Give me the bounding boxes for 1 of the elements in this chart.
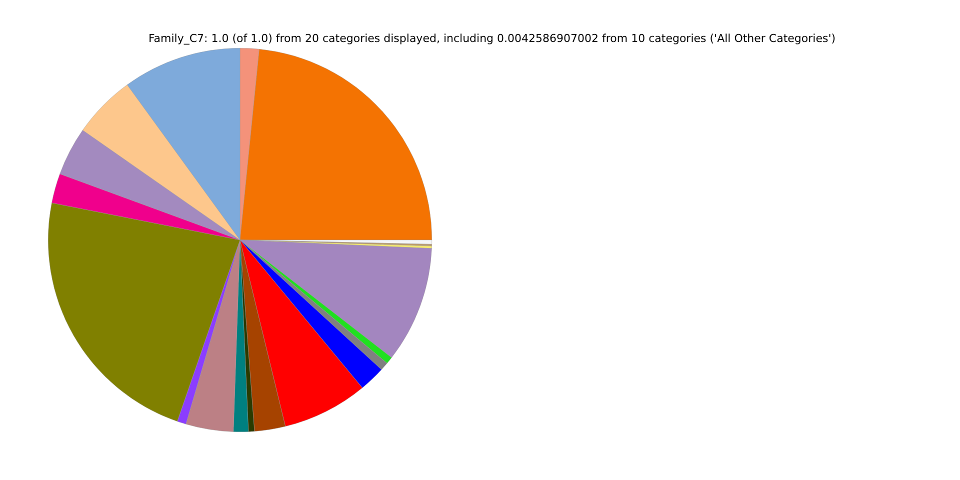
text: Family_C7: 1.0 (of 1.0) from 20 categories displayed, including 0.0042586907002 from 10 categories ('All Other Categories') — [147, 32, 837, 45]
